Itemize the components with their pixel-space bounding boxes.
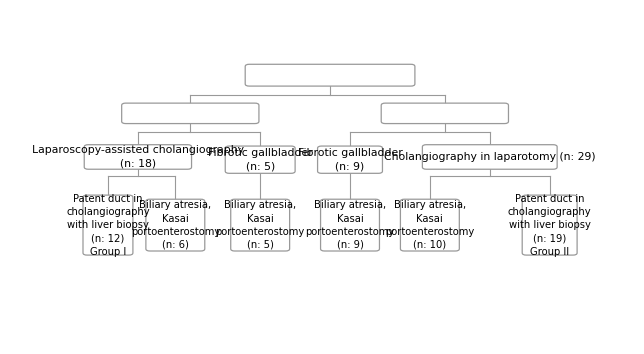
Text: Biliary atresia,
Kasai
portoenterostomy
(n: 6): Biliary atresia, Kasai portoenterostomy … [131, 200, 220, 250]
FancyBboxPatch shape [401, 199, 459, 251]
FancyBboxPatch shape [83, 195, 133, 255]
FancyBboxPatch shape [84, 145, 191, 169]
Text: Biliary atresia,
Kasai
portoenterostomy
(n: 5): Biliary atresia, Kasai portoenterostomy … [216, 200, 305, 250]
FancyBboxPatch shape [245, 64, 415, 86]
Text: Cholangiography in laparotomy (n: 29): Cholangiography in laparotomy (n: 29) [384, 152, 596, 162]
FancyBboxPatch shape [122, 103, 259, 124]
Text: Fibrotic gallbladder
(n: 5): Fibrotic gallbladder (n: 5) [208, 148, 312, 171]
FancyBboxPatch shape [321, 199, 379, 251]
Text: Laparoscopy-assisted cholangiography
(n: 18): Laparoscopy-assisted cholangiography (n:… [32, 145, 244, 169]
FancyBboxPatch shape [231, 199, 290, 251]
Text: Biliary atresia,
Kasai
portoenterostomy
(n: 9): Biliary atresia, Kasai portoenterostomy … [305, 200, 395, 250]
FancyBboxPatch shape [381, 103, 509, 124]
Text: Fibrotic gallbladder
(n: 9): Fibrotic gallbladder (n: 9) [298, 148, 402, 171]
FancyBboxPatch shape [225, 146, 295, 173]
FancyBboxPatch shape [317, 146, 383, 173]
FancyBboxPatch shape [422, 145, 557, 169]
FancyBboxPatch shape [522, 195, 577, 255]
FancyBboxPatch shape [146, 199, 205, 251]
Text: Patent duct in
cholangiography
with liver biopsy
(n: 12)
Group I: Patent duct in cholangiography with live… [66, 194, 150, 257]
Text: Patent duct in
cholangiography
with liver biopsy
(n: 19)
Group II: Patent duct in cholangiography with live… [508, 194, 591, 257]
Text: Biliary atresia,
Kasai
portoenterostomy
(n: 10): Biliary atresia, Kasai portoenterostomy … [385, 200, 475, 250]
